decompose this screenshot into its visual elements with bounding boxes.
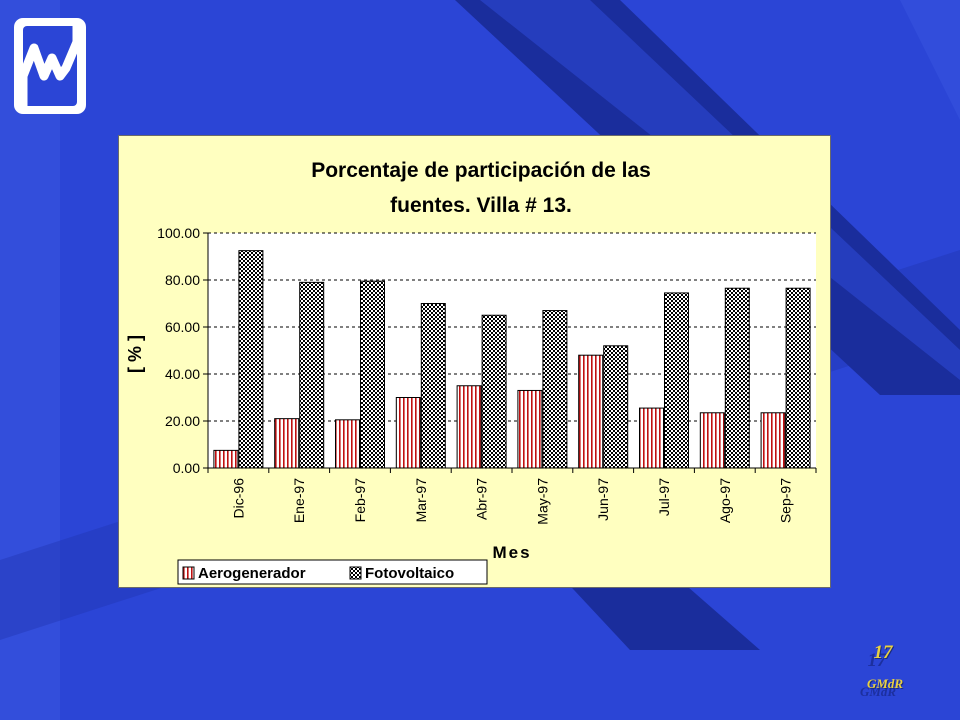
legend-box — [177, 559, 488, 585]
bars — [213, 250, 811, 469]
bar-fotovoltaico — [603, 345, 629, 469]
page-number: 17 — [873, 642, 893, 663]
bar-fotovoltaico — [664, 292, 689, 469]
bar-fotovoltaico — [299, 281, 325, 469]
x-tick-label: Ago-97 — [717, 478, 733, 523]
x-tick-label: Jun-97 — [595, 478, 611, 521]
chart-panel: Porcentaje de participación de las fuent… — [118, 135, 831, 588]
y-axis-label: [ % ] — [125, 335, 145, 373]
x-tick-label: May-97 — [534, 478, 550, 525]
x-tick-label: Ene-97 — [291, 478, 307, 523]
y-tick-label: 40.00 — [165, 366, 200, 382]
y-tick-label: 80.00 — [165, 272, 200, 288]
axes — [203, 232, 817, 473]
bar-aerogenerador — [456, 385, 482, 469]
legend-swatch-aerogenerador — [182, 566, 195, 580]
x-tick-label: Dic-96 — [230, 478, 246, 519]
chart-title: Porcentaje de participación de las fuent… — [311, 159, 651, 217]
y-tick-labels: 0.00 20.00 40.00 60.00 80.00 100.00 — [157, 225, 200, 476]
x-tick-label: Jul-97 — [656, 478, 672, 516]
bar-fotovoltaico — [481, 314, 507, 469]
x-axis-label: Mes — [492, 543, 531, 562]
legend-swatch-fotovoltaico — [349, 566, 362, 580]
chart-title-line-2: fuentes. Villa # 13. — [390, 194, 572, 217]
bar-fotovoltaico — [542, 310, 568, 469]
bar-fotovoltaico — [238, 250, 264, 469]
bar-aerogenerador — [517, 389, 543, 469]
y-tick-label: 20.00 — [165, 413, 200, 429]
bar-aerogenerador — [335, 419, 360, 469]
bar-aerogenerador — [213, 449, 239, 469]
y-tick-label: 100.00 — [157, 225, 200, 241]
x-tick-label: Sep-97 — [778, 478, 794, 523]
bar-aerogenerador — [760, 412, 786, 469]
x-tick-label: Abr-97 — [474, 478, 490, 520]
x-tick-label: Feb-97 — [352, 478, 368, 523]
bar-fotovoltaico — [360, 280, 385, 469]
chart-title-line-1: Porcentaje de participación de las — [311, 159, 651, 182]
bar-fotovoltaico — [785, 287, 811, 469]
brand-label: GMdR — [866, 676, 904, 691]
x-tick-label: Mar-97 — [413, 478, 429, 523]
page-number-shadow: 17 — [867, 650, 887, 671]
wave-logo-icon — [14, 18, 86, 114]
legend-label-fotovoltaico: Fotovoltaico — [365, 565, 454, 582]
bar-chart: Porcentaje de participación de las fuent… — [125, 159, 817, 585]
bar-fotovoltaico — [420, 303, 446, 469]
bar-aerogenerador — [578, 354, 604, 469]
legend: Aerogenerador Fotovoltaico — [177, 559, 488, 585]
bar-aerogenerador — [395, 397, 421, 469]
bar-aerogenerador — [699, 412, 725, 469]
y-tick-label: 60.00 — [165, 319, 200, 335]
legend-label-aerogenerador: Aerogenerador — [198, 565, 306, 582]
bar-fotovoltaico — [724, 287, 750, 469]
bar-aerogenerador — [274, 418, 300, 469]
brand-label-shadow: GMdR — [859, 684, 897, 699]
bar-aerogenerador — [639, 407, 664, 469]
x-tick-labels: Dic-96 Ene-97 Feb-97 Mar-97 Abr-97 May-97 Jun-… — [230, 478, 793, 525]
y-tick-label: 0.00 — [173, 460, 200, 476]
